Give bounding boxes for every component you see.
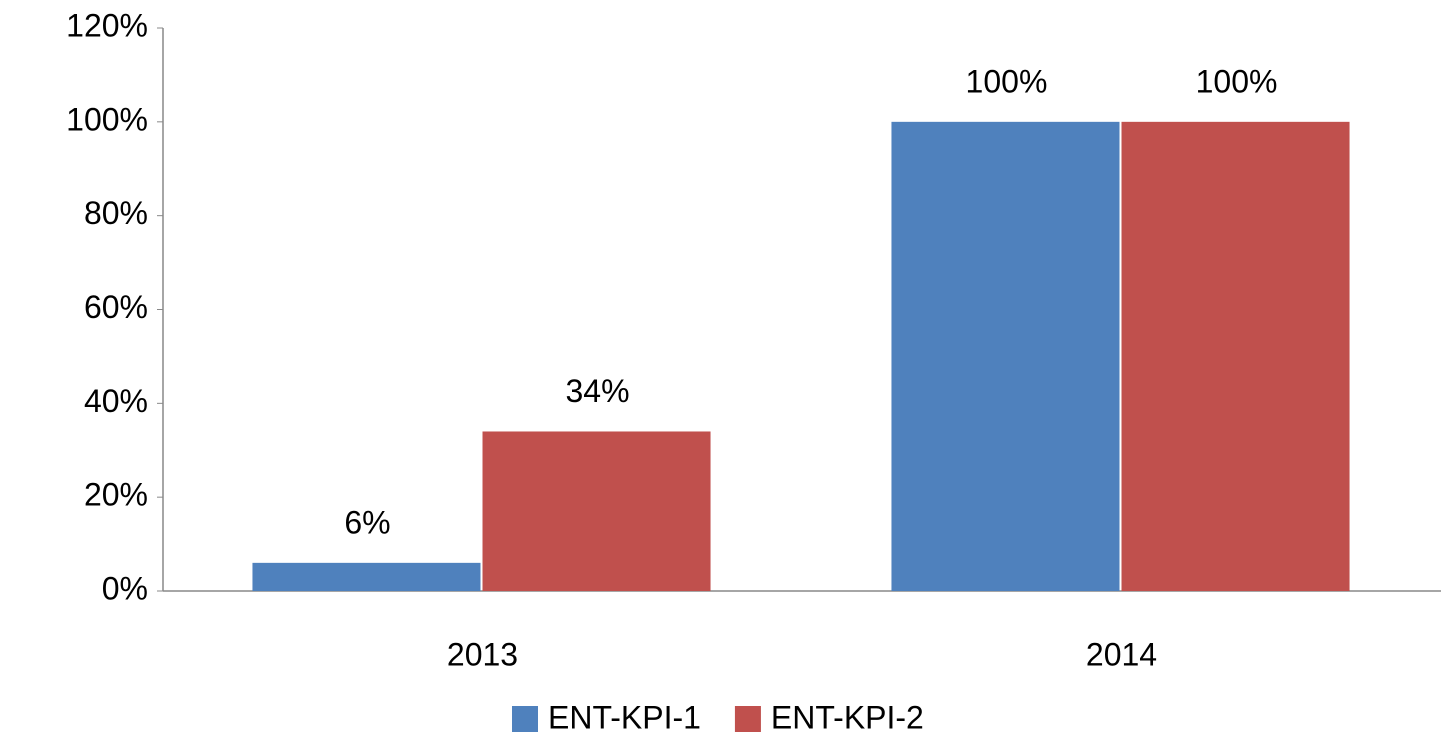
y-tick-label: 80% xyxy=(84,195,148,231)
y-tick-label: 20% xyxy=(84,477,148,513)
bar xyxy=(482,431,711,591)
data-label: 100% xyxy=(1196,63,1278,99)
data-label: 100% xyxy=(966,63,1048,99)
y-tick-label: 60% xyxy=(84,289,148,325)
data-label: 6% xyxy=(344,504,390,540)
x-tick-label: 2013 xyxy=(447,636,518,672)
y-tick-label: 100% xyxy=(66,101,148,137)
legend-label: ENT-KPI-2 xyxy=(771,699,924,735)
legend-swatch xyxy=(512,706,538,732)
legend-label: ENT-KPI-1 xyxy=(548,699,701,735)
x-tick-label: 2014 xyxy=(1086,636,1157,672)
y-tick-label: 0% xyxy=(102,570,148,606)
y-tick-label: 40% xyxy=(84,383,148,419)
bar xyxy=(891,121,1120,591)
y-tick-label: 120% xyxy=(66,7,148,43)
bar xyxy=(252,562,481,591)
bar xyxy=(1121,121,1350,591)
data-label: 34% xyxy=(565,373,629,409)
legend-swatch xyxy=(734,706,761,732)
